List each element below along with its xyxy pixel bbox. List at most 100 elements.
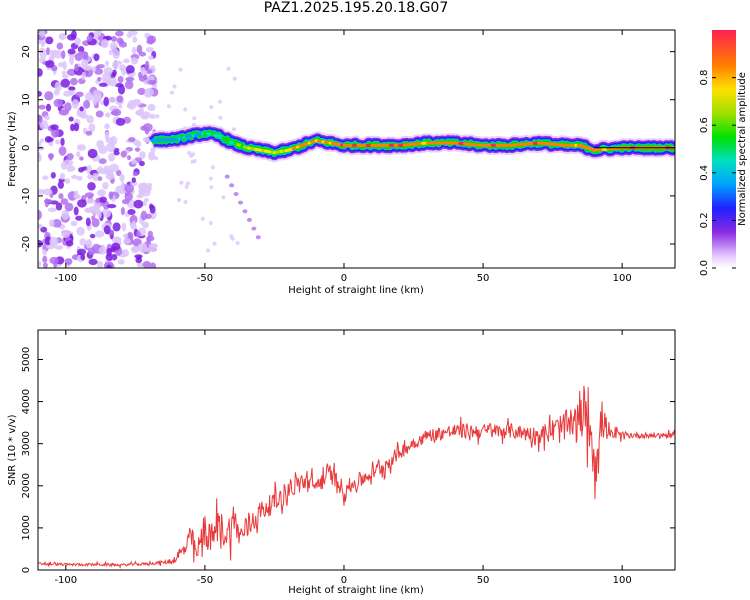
x-tick-label: 50 xyxy=(477,575,490,586)
noise-speckle xyxy=(38,146,45,151)
noise-speckle xyxy=(130,180,138,187)
noise-speckle xyxy=(89,233,96,239)
noise-speckle xyxy=(137,87,146,96)
noise-speckle xyxy=(118,104,123,109)
noise-speckle xyxy=(105,253,114,261)
colorbar-ticks: 0.0 0.2 0.4 0.6 0.8 xyxy=(699,70,736,276)
noise-speckle xyxy=(64,102,72,112)
noise-speckle xyxy=(74,53,83,61)
noise-speckle xyxy=(126,155,132,161)
noise-speckle xyxy=(102,200,110,210)
noise-speckle xyxy=(135,109,144,116)
noise-speckle xyxy=(98,158,107,165)
noise-speckle xyxy=(206,248,211,253)
noise-speckle xyxy=(132,172,138,177)
noise-speckle xyxy=(80,253,86,261)
noise-speckle xyxy=(137,242,148,253)
noise-speckle xyxy=(42,255,48,263)
noise-speckle xyxy=(121,222,127,232)
noise-speckle xyxy=(38,91,42,97)
noise-speckle xyxy=(61,229,71,239)
noise-speckle xyxy=(91,66,97,72)
noise-speckle xyxy=(178,67,183,72)
noise-speckle xyxy=(208,176,213,181)
noise-speckle xyxy=(124,184,135,193)
noise-speckle xyxy=(142,221,149,229)
noise-speckle xyxy=(152,83,158,89)
snr-y-ticks: 0 1000 2000 3000 4000 5000 xyxy=(21,347,675,573)
noise-speckle xyxy=(210,165,215,170)
noise-speckle xyxy=(92,97,98,106)
noise-speckle xyxy=(59,172,65,180)
noise-speckle xyxy=(46,137,54,142)
noise-speckle xyxy=(131,220,137,229)
noise-speckle xyxy=(110,36,117,42)
noise-speckle xyxy=(177,198,181,202)
noise-speckle xyxy=(232,127,236,132)
noise-speckle xyxy=(73,206,79,216)
noise-speckle xyxy=(57,180,64,189)
noise-speckle xyxy=(185,181,190,186)
noise-speckle xyxy=(64,178,71,184)
noise-speckle xyxy=(117,75,124,84)
noise-speckle xyxy=(110,110,119,116)
noise-speckle xyxy=(120,181,125,191)
noise-speckle xyxy=(60,198,69,205)
noise-speckle xyxy=(52,219,62,228)
chart-title: PAZ1.2025.195.20.18.G07 xyxy=(263,0,449,16)
noise-speckle xyxy=(145,47,154,53)
noise-speckle xyxy=(183,200,188,205)
secondary-streak-point xyxy=(224,174,230,179)
spectrogram-x-ticks: -100 -50 0 50 100 xyxy=(54,30,632,284)
noise-speckle xyxy=(63,159,74,167)
noise-speckle xyxy=(39,40,47,45)
noise-speckle xyxy=(66,165,76,173)
noise-speckle xyxy=(120,207,125,216)
x-tick-label: 0 xyxy=(341,273,347,284)
noise-speckle xyxy=(141,111,151,119)
noise-speckle xyxy=(136,194,144,199)
noise-speckle xyxy=(212,241,217,246)
noise-speckle xyxy=(87,174,94,180)
secondary-streak-point xyxy=(238,200,243,205)
noise-speckle xyxy=(38,104,46,110)
spectrogram-y-ticks: -20 -10 0 10 20 xyxy=(21,45,675,252)
noise-speckle xyxy=(49,256,59,265)
noise-speckle xyxy=(79,238,87,246)
noise-speckle xyxy=(70,220,78,227)
x-tick-label: -100 xyxy=(54,575,77,586)
noise-speckle xyxy=(105,137,115,144)
noise-speckle xyxy=(87,182,96,191)
noise-speckle xyxy=(45,47,51,56)
noise-speckle xyxy=(143,197,149,202)
noise-speckle xyxy=(86,198,95,204)
noise-speckle xyxy=(144,126,150,135)
snr-y-axis-label: SNR (10 * v/v) xyxy=(7,414,18,485)
noise-speckle xyxy=(58,193,64,200)
noise-speckle xyxy=(44,115,50,121)
noise-speckle xyxy=(113,150,120,156)
noise-speckle xyxy=(71,174,78,180)
x-tick-label: -50 xyxy=(197,273,213,284)
noise-speckle xyxy=(43,199,53,204)
noise-speckle xyxy=(166,104,171,109)
noise-speckle xyxy=(84,92,94,102)
noise-speckle xyxy=(136,255,142,261)
y-tick-label: 10 xyxy=(21,93,32,106)
noise-speckle xyxy=(40,226,48,233)
noise-speckle xyxy=(144,88,155,97)
noise-speckle xyxy=(112,49,121,60)
noise-speckle xyxy=(104,123,110,130)
noise-speckle xyxy=(172,84,177,89)
spectrogram-content xyxy=(38,30,675,268)
noise-speckle xyxy=(60,78,71,88)
noise-speckle xyxy=(73,122,80,132)
noise-speckle xyxy=(109,42,118,51)
noise-speckle xyxy=(112,61,119,69)
noise-speckle xyxy=(192,159,197,163)
noise-speckle xyxy=(74,37,81,46)
noise-speckle xyxy=(122,233,129,238)
noise-speckle xyxy=(101,208,112,218)
noise-speckle xyxy=(97,77,102,82)
noise-speckle xyxy=(115,30,124,37)
